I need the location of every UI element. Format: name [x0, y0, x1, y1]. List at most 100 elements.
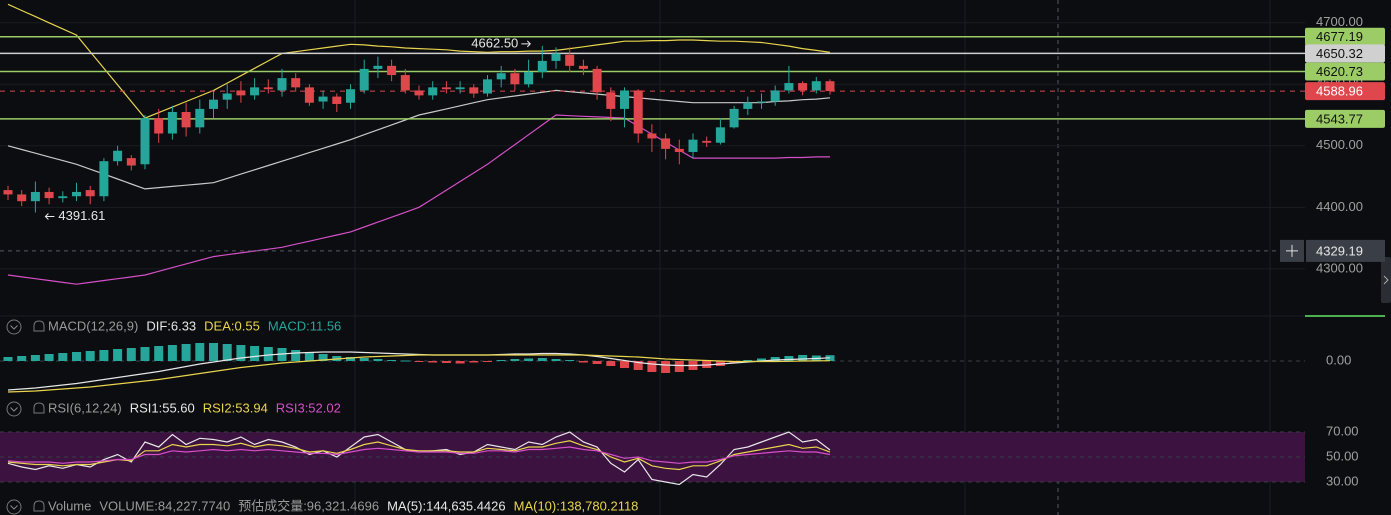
candle-body [469, 87, 479, 94]
indicator-title: RSI(6,12,24) [48, 400, 122, 415]
candle-body [757, 101, 766, 103]
candle-body [661, 138, 671, 149]
macd-bar [30, 355, 40, 361]
price-level-box [1305, 109, 1385, 128]
candle-body [606, 92, 616, 109]
candle-body [674, 148, 684, 152]
candle-body [3, 190, 13, 195]
alert-icon[interactable] [33, 320, 45, 332]
candle-body [167, 111, 177, 134]
candle-body [414, 90, 424, 96]
macd-bar [346, 357, 355, 361]
macd-bar [387, 360, 397, 361]
candle-body [551, 53, 561, 61]
side-tab[interactable] [1381, 257, 1391, 303]
candle-body [702, 140, 712, 143]
indicator-value: DIF:6.33 [146, 318, 196, 333]
crosshair-box [1306, 239, 1385, 262]
indicator-value: MA(10):138,780.2118 [514, 498, 639, 513]
macd-bar [784, 356, 794, 361]
macd-bar [222, 344, 232, 361]
macd-bar [318, 354, 328, 361]
macd-bar [633, 361, 643, 370]
candle-body [715, 127, 725, 143]
collapse-icon[interactable] [6, 401, 22, 417]
y-tick-label: 4400.00 [1316, 199, 1363, 214]
y-tick-label: 0.00 [1326, 352, 1351, 367]
collapse-icon[interactable] [6, 499, 22, 515]
macd-bar [770, 357, 780, 361]
y-tick-label: 70.00 [1326, 423, 1359, 438]
macd-bar [510, 359, 520, 361]
candle-body [825, 81, 835, 92]
macd-bar [250, 346, 260, 361]
macd-bar [496, 360, 506, 361]
indicator-title: Volume [48, 498, 91, 513]
candle-body [743, 102, 753, 109]
macd-bar [99, 350, 109, 361]
macd-bar [414, 361, 424, 362]
candle-body [250, 87, 260, 96]
indicator-value: MACD:11.56 [268, 318, 341, 333]
macd-bar [647, 361, 657, 372]
collapse-icon[interactable] [6, 319, 22, 335]
macd-bar [236, 345, 246, 361]
candle-body [99, 161, 109, 197]
macd-bar [140, 347, 150, 361]
macd-bar [483, 361, 492, 362]
macd-bar [743, 360, 753, 361]
candle-body [332, 96, 342, 104]
macd-bar [126, 348, 136, 361]
plus-icon [1286, 244, 1298, 257]
extreme-arrow [44, 213, 55, 220]
macd-bar [469, 361, 479, 363]
price-level-label: 4650.32 [1316, 46, 1363, 61]
indicator-line [7, 89, 831, 190]
macd-bar [17, 356, 27, 361]
macd-bar [620, 361, 629, 368]
macd-bar [757, 358, 766, 361]
candle-body [565, 54, 575, 66]
candle-body [688, 139, 698, 152]
collapse-chevron [10, 325, 18, 330]
indicator-value: RSI1:55.60 [130, 400, 195, 415]
macd-bar [304, 352, 314, 361]
candle-body [346, 89, 355, 103]
candle-body [304, 87, 314, 103]
macd-bar [551, 359, 561, 361]
price-level-box [1305, 62, 1385, 81]
price-level-box [1305, 82, 1385, 101]
macd-bar [798, 355, 808, 361]
candle-body [154, 118, 164, 134]
y-tick-label: 4700.00 [1316, 14, 1363, 29]
candle-body [428, 87, 438, 96]
price-level-box [1305, 27, 1385, 46]
candle-body [126, 158, 136, 166]
macd-bar [537, 358, 547, 361]
alert-icon[interactable] [33, 500, 45, 512]
macd-bar [674, 361, 684, 372]
candle-body [647, 133, 657, 139]
macd-bar [400, 360, 410, 362]
candle-body [578, 65, 588, 69]
alert-icon[interactable] [33, 402, 45, 414]
plot-layer: 4300.004400.004500.004600.004700.004677.… [0, 3, 1385, 515]
candle-body [140, 118, 150, 165]
macd-bar [209, 343, 218, 361]
candle-body [236, 90, 246, 96]
candle-body [72, 191, 81, 197]
candle-body [195, 108, 205, 128]
candle-body [441, 87, 451, 90]
candle-body [496, 73, 506, 80]
macd-bar [578, 361, 588, 363]
candle-body [17, 194, 27, 202]
candle-body [359, 68, 369, 91]
candle-body [784, 83, 794, 91]
price-level-label: 4677.19 [1316, 29, 1363, 44]
macd-bar [428, 361, 438, 363]
candle-body [524, 71, 534, 85]
macd-bar [291, 350, 301, 361]
price-level-label: 4588.96 [1316, 84, 1363, 99]
candle-body [798, 83, 808, 91]
candle-body [729, 108, 739, 128]
